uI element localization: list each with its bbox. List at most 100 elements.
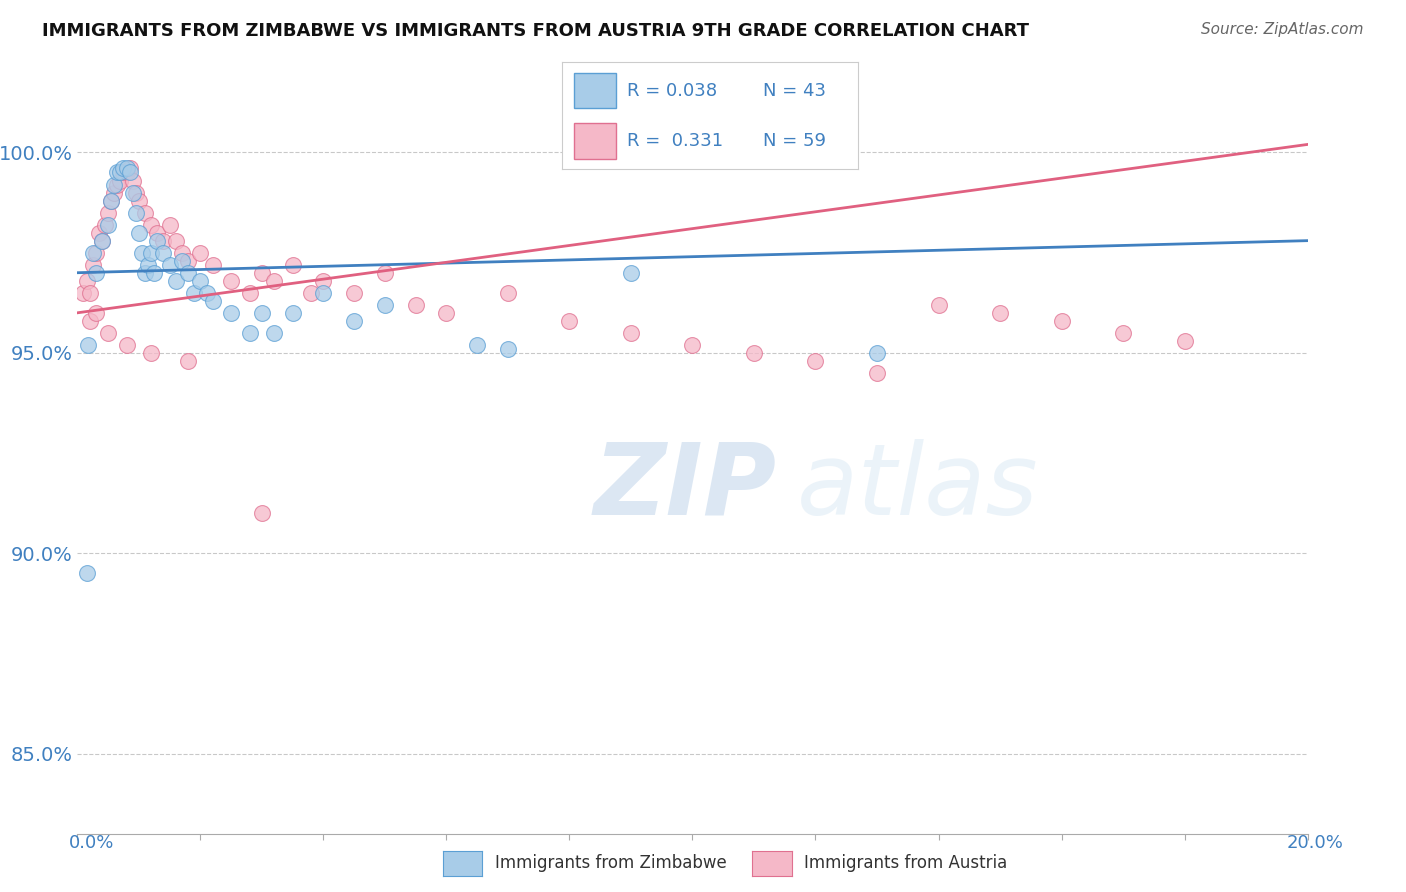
- Text: 20.0%: 20.0%: [1286, 834, 1343, 852]
- Point: [928, 298, 950, 312]
- Point: [159, 218, 181, 232]
- Point: [250, 266, 273, 280]
- Point: [496, 285, 519, 300]
- Point: [343, 314, 366, 328]
- Point: [105, 165, 128, 179]
- Point: [170, 245, 193, 260]
- Point: [988, 306, 1011, 320]
- Point: [165, 234, 187, 248]
- Point: [141, 245, 163, 260]
- Point: [804, 354, 827, 368]
- Point: [239, 285, 262, 300]
- Point: [77, 338, 100, 352]
- Point: [72, 285, 94, 300]
- Point: [188, 245, 212, 260]
- Point: [112, 165, 135, 179]
- Point: [177, 266, 200, 280]
- Point: [281, 306, 304, 320]
- Point: [465, 338, 488, 352]
- Point: [299, 285, 322, 300]
- Point: [84, 245, 107, 260]
- Point: [125, 205, 148, 219]
- Point: [281, 258, 304, 272]
- Point: [682, 338, 704, 352]
- Point: [742, 346, 765, 360]
- Point: [79, 285, 101, 300]
- Point: [152, 245, 174, 260]
- Point: [131, 245, 153, 260]
- Text: IMMIGRANTS FROM ZIMBABWE VS IMMIGRANTS FROM AUSTRIA 9TH GRADE CORRELATION CHART: IMMIGRANTS FROM ZIMBABWE VS IMMIGRANTS F…: [42, 22, 1029, 40]
- Point: [201, 258, 224, 272]
- Point: [496, 342, 519, 356]
- Point: [250, 506, 273, 520]
- Point: [143, 266, 166, 280]
- Point: [110, 173, 132, 187]
- Point: [146, 234, 169, 248]
- FancyBboxPatch shape: [574, 123, 616, 159]
- Point: [121, 186, 143, 200]
- Point: [201, 293, 224, 308]
- Point: [112, 161, 135, 176]
- Point: [558, 314, 581, 328]
- Point: [620, 326, 643, 340]
- Point: [79, 314, 101, 328]
- Text: R =  0.331: R = 0.331: [627, 132, 724, 150]
- Point: [87, 226, 110, 240]
- Point: [239, 326, 262, 340]
- Point: [170, 253, 193, 268]
- Point: [134, 205, 156, 219]
- Point: [436, 306, 458, 320]
- Point: [115, 165, 138, 179]
- Point: [134, 266, 156, 280]
- Point: [312, 274, 335, 288]
- Point: [620, 266, 643, 280]
- Point: [165, 274, 187, 288]
- Point: [219, 274, 242, 288]
- Point: [84, 306, 107, 320]
- Point: [343, 285, 366, 300]
- Point: [1050, 314, 1073, 328]
- Point: [141, 346, 163, 360]
- Point: [866, 346, 889, 360]
- Point: [183, 285, 205, 300]
- Point: [1112, 326, 1135, 340]
- Point: [76, 566, 98, 581]
- Point: [97, 218, 120, 232]
- Point: [152, 234, 174, 248]
- Point: [374, 298, 396, 312]
- Text: Immigrants from Zimbabwe: Immigrants from Zimbabwe: [495, 855, 727, 872]
- Point: [128, 194, 150, 208]
- Point: [115, 338, 138, 352]
- FancyBboxPatch shape: [574, 73, 616, 109]
- Point: [374, 266, 396, 280]
- Point: [263, 326, 285, 340]
- Point: [121, 173, 143, 187]
- Point: [866, 366, 889, 380]
- Point: [105, 178, 128, 192]
- Point: [128, 226, 150, 240]
- Point: [118, 161, 141, 176]
- Point: [159, 258, 181, 272]
- Point: [97, 205, 120, 219]
- Text: 0.0%: 0.0%: [69, 834, 114, 852]
- Text: N = 43: N = 43: [763, 82, 827, 100]
- Point: [97, 326, 120, 340]
- Point: [110, 165, 132, 179]
- Text: Immigrants from Austria: Immigrants from Austria: [804, 855, 1008, 872]
- Point: [82, 258, 104, 272]
- Point: [263, 274, 285, 288]
- Point: [250, 306, 273, 320]
- Point: [312, 285, 335, 300]
- Point: [76, 274, 98, 288]
- Point: [90, 234, 114, 248]
- Point: [136, 258, 159, 272]
- Point: [94, 218, 117, 232]
- Point: [405, 298, 427, 312]
- Text: N = 59: N = 59: [763, 132, 827, 150]
- Point: [177, 354, 200, 368]
- Text: Source: ZipAtlas.com: Source: ZipAtlas.com: [1201, 22, 1364, 37]
- Point: [146, 226, 169, 240]
- Text: atlas: atlas: [797, 439, 1039, 536]
- Point: [100, 194, 122, 208]
- Point: [188, 274, 212, 288]
